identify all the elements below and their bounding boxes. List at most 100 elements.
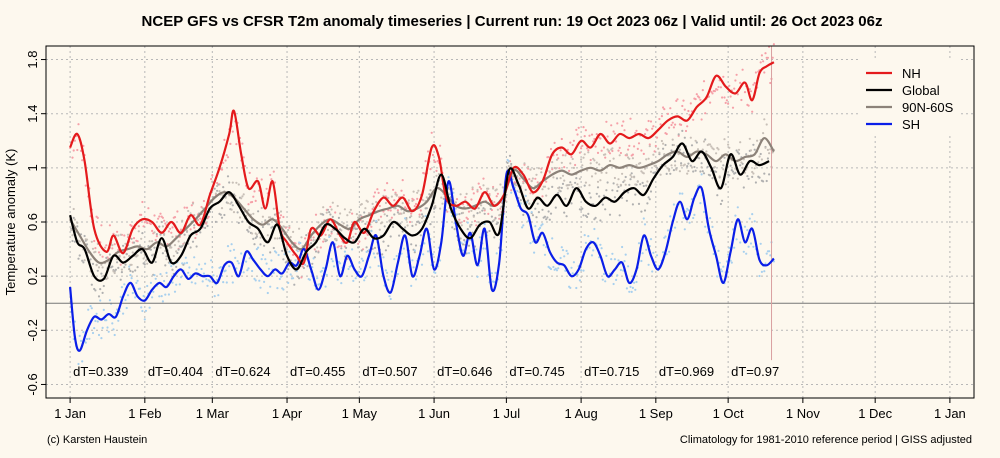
scatter-point-NH <box>652 125 655 128</box>
scatter-point-Global <box>569 181 572 184</box>
scatter-point-NH <box>108 224 111 227</box>
scatter-point-NH <box>589 158 592 162</box>
scatter-point-SH <box>308 278 311 281</box>
scatter-point-NH <box>586 147 589 150</box>
scatter-point-SH <box>588 246 591 249</box>
scatter-point-90N-60S <box>666 167 670 170</box>
scatter-point-SH <box>712 252 715 256</box>
scatter-point-SH <box>202 272 205 275</box>
scatter-point-90N-60S <box>461 211 465 214</box>
scatter-point-NH <box>241 142 244 145</box>
scatter-point-Global <box>252 237 255 240</box>
scatter-point-SH <box>141 309 144 313</box>
scatter-point-90N-60S <box>705 150 708 153</box>
scatter-point-NH <box>94 247 97 250</box>
scatter-point-Global <box>561 182 565 185</box>
scatter-point-NH <box>711 92 714 95</box>
scatter-point-NH <box>149 222 152 226</box>
scatter-point-Global <box>570 202 573 205</box>
scatter-point-SH <box>183 262 186 265</box>
scatter-point-90N-60S <box>566 187 569 190</box>
scatter-point-90N-60S <box>690 166 694 169</box>
scatter-point-Global <box>330 230 333 233</box>
scatter-point-90N-60S <box>687 169 690 173</box>
scatter-point-SH <box>699 202 702 205</box>
scatter-point-SH <box>119 295 122 298</box>
scatter-point-SH <box>363 279 366 282</box>
scatter-point-NH <box>568 169 571 172</box>
scatter-point-SH <box>651 270 654 273</box>
scatter-point-90N-60S <box>723 138 726 141</box>
scatter-point-NH <box>541 195 544 198</box>
scatter-point-NH <box>581 144 584 147</box>
scatter-point-NH <box>762 60 765 63</box>
scatter-point-Global <box>695 141 698 144</box>
scatter-point-90N-60S <box>702 140 706 143</box>
scatter-point-SH <box>643 223 647 226</box>
scatter-point-90N-60S <box>654 165 657 168</box>
scatter-point-Global <box>519 199 522 202</box>
scatter-point-SH <box>747 245 750 248</box>
scatter-point-NH <box>704 112 707 115</box>
scatter-point-NH <box>723 96 726 99</box>
scatter-point-Global <box>616 189 619 193</box>
scatter-point-90N-60S <box>352 235 355 238</box>
scatter-point-NH <box>643 133 647 136</box>
scatter-point-Global <box>160 220 163 224</box>
x-tick-label: 1 Jun <box>418 406 450 421</box>
scatter-point-SH <box>107 330 110 333</box>
scatter-point-SH <box>393 258 396 261</box>
scatter-point-NH <box>651 127 654 130</box>
scatter-point-NH <box>689 102 692 105</box>
scatter-point-Global <box>589 196 592 199</box>
scatter-point-Global <box>130 237 133 240</box>
scatter-point-Global <box>551 185 554 188</box>
scatter-point-90N-60S <box>371 202 374 205</box>
scatter-point-SH <box>387 278 390 281</box>
scatter-point-NH <box>436 160 439 163</box>
scatter-point-SH <box>631 286 635 289</box>
scatter-point-90N-60S <box>701 148 704 151</box>
scatter-point-Global <box>649 190 653 193</box>
scatter-point-NH <box>404 206 407 209</box>
scatter-point-90N-60S <box>392 223 395 226</box>
scatter-point-Global <box>541 208 544 211</box>
scatter-point-SH <box>261 253 264 257</box>
scatter-point-NH <box>618 146 621 149</box>
scatter-point-90N-60S <box>588 184 591 187</box>
scatter-point-SH <box>382 256 385 259</box>
scatter-point-SH <box>95 312 98 315</box>
scatter-point-Global <box>222 186 225 189</box>
scatter-point-NH <box>300 276 303 279</box>
scatter-point-NH <box>433 159 436 162</box>
scatter-point-Global <box>159 233 162 236</box>
scatter-point-Global <box>753 148 756 151</box>
scatter-point-90N-60S <box>144 259 148 262</box>
scatter-point-90N-60S <box>95 264 98 267</box>
scatter-point-90N-60S <box>533 167 536 170</box>
scatter-point-90N-60S <box>343 208 346 211</box>
scatter-point-SH <box>79 339 83 342</box>
scatter-point-SH <box>580 269 583 272</box>
scatter-point-Global <box>762 180 765 183</box>
scatter-point-90N-60S <box>324 238 327 241</box>
scatter-point-NH <box>534 177 537 180</box>
scatter-point-Global <box>355 227 358 230</box>
scatter-point-Global <box>628 183 631 186</box>
scatter-point-Global <box>546 216 549 219</box>
scatter-point-Global <box>269 251 272 254</box>
scatter-point-90N-60S <box>100 263 103 266</box>
scatter-point-SH <box>672 203 676 206</box>
scatter-point-SH <box>255 248 258 251</box>
scatter-point-NH <box>727 102 730 105</box>
scatter-point-90N-60S <box>752 172 755 175</box>
dt-label: dT=0.404 <box>148 364 203 379</box>
scatter-point-SH <box>666 229 670 232</box>
scatter-point-NH <box>113 243 116 246</box>
x-tick-label: 1 Nov <box>786 406 820 421</box>
scatter-point-SH <box>336 278 339 281</box>
scatter-point-NH <box>769 81 772 85</box>
scatter-point-Global <box>565 215 568 218</box>
scatter-point-Global <box>702 172 706 175</box>
